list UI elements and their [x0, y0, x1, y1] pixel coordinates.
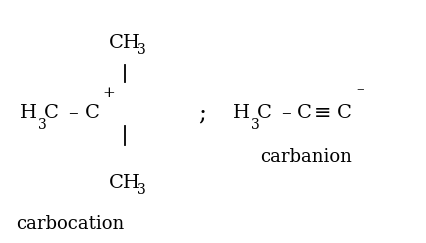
Text: 3: 3 — [137, 183, 146, 197]
Text: H: H — [233, 104, 250, 122]
Text: H: H — [20, 104, 37, 122]
Text: carbanion: carbanion — [260, 148, 352, 166]
Text: 3: 3 — [38, 118, 47, 132]
Text: CH: CH — [109, 174, 141, 192]
Text: C: C — [85, 104, 100, 122]
Text: 3: 3 — [137, 43, 146, 57]
Text: –: – — [282, 104, 291, 122]
Text: ;: ; — [198, 102, 206, 125]
Text: 3: 3 — [251, 118, 260, 132]
Text: C: C — [297, 104, 312, 122]
Text: ≡: ≡ — [314, 104, 332, 123]
Text: C: C — [337, 104, 352, 122]
Text: CH: CH — [109, 34, 141, 52]
Text: –: – — [69, 104, 78, 122]
Text: C: C — [257, 104, 272, 122]
Text: +: + — [103, 86, 115, 100]
Text: C: C — [44, 104, 59, 122]
Text: –: – — [356, 82, 363, 96]
Text: carbocation: carbocation — [16, 215, 124, 233]
